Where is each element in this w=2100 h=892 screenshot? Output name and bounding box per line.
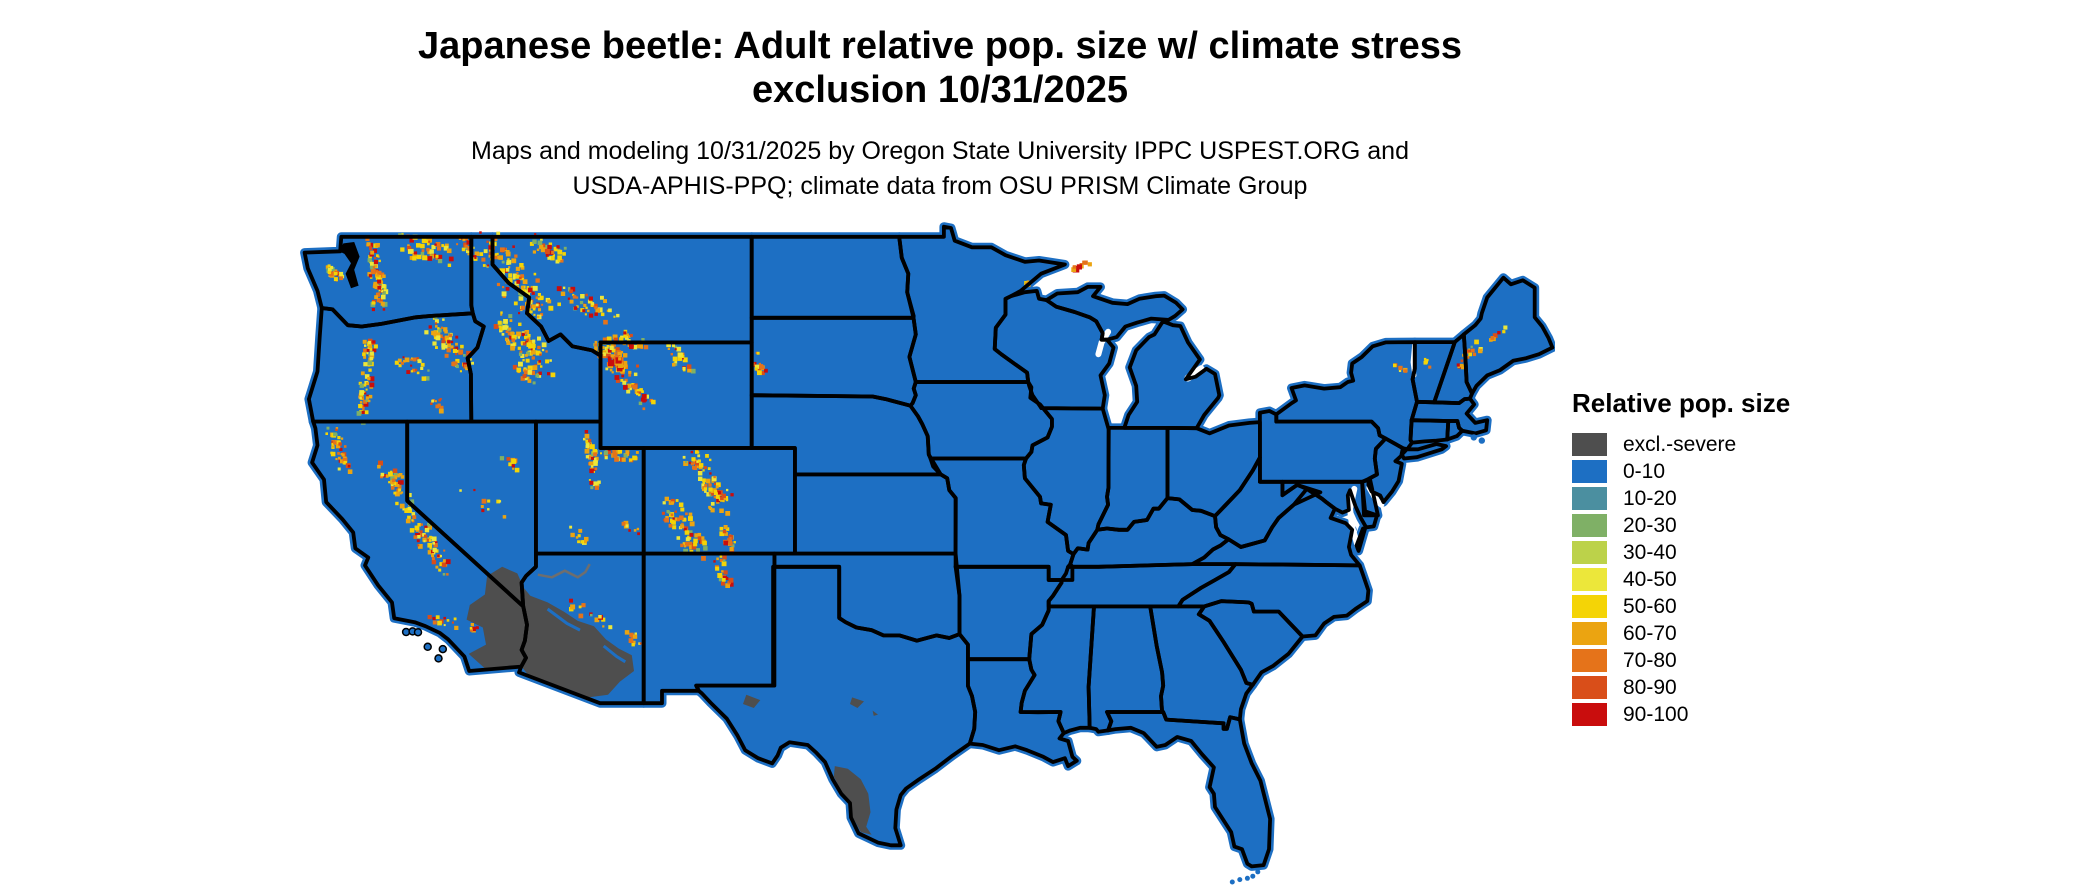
legend-label: 90-100 — [1623, 702, 1689, 726]
legend-label: 0-10 — [1623, 459, 1666, 483]
raster-layer — [466, 563, 878, 835]
map-subtitle-line2: USDA-APHIS-PPQ; climate data from OSU PR… — [572, 172, 1308, 200]
legend-swatch — [1572, 460, 1607, 483]
legend-entry: excl.-severe — [1572, 431, 1872, 458]
legend-swatch — [1572, 595, 1607, 618]
excluded-region-west-texas-big-bend — [743, 694, 761, 708]
legend-label: 20-30 — [1623, 513, 1677, 537]
islands — [401, 434, 1486, 885]
map-title-line2: exclusion 10/31/2025 — [751, 69, 1129, 111]
legend-label: 80-90 — [1623, 675, 1677, 699]
legend-entry: 40-50 — [1572, 566, 1872, 593]
florida-keys — [1244, 875, 1250, 881]
map-subtitle: Maps and modeling 10/31/2025 by Oregon S… — [250, 134, 1630, 204]
legend-entry: 20-30 — [1572, 512, 1872, 539]
legend-entry: 30-40 — [1572, 539, 1872, 566]
florida-keys — [1255, 869, 1261, 875]
state-borders — [302, 224, 1555, 869]
florida-keys — [1229, 879, 1235, 885]
legend-swatch — [1572, 433, 1607, 456]
channel-islands — [413, 627, 423, 637]
legend-swatch — [1572, 676, 1607, 699]
mountain-speckles — [325, 231, 1508, 647]
grand-canyon — [537, 563, 591, 579]
legend-swatch — [1572, 541, 1607, 564]
legend-swatch — [1572, 622, 1607, 645]
legend-entry: 60-70 — [1572, 620, 1872, 647]
legend-swatch — [1572, 487, 1607, 510]
map-title: Japanese beetle: Adult relative pop. siz… — [250, 24, 1630, 112]
legend-rows: excl.-severe 0-10 10-20 20-30 30-40 40-50 50-6… — [1572, 431, 1872, 728]
excluded-region-south-texas-rio-grande — [833, 766, 872, 835]
legend-label: excl.-severe — [1623, 432, 1737, 456]
channel-islands — [438, 644, 448, 654]
marthas-vineyard-nantucket — [1478, 437, 1486, 444]
legend-entry: 10-20 — [1572, 485, 1872, 512]
state-south-dakota — [751, 317, 917, 407]
excluded-region-texas-small-spot — [872, 710, 878, 716]
legend: Relative pop. size excl.-severe 0-10 10-20… — [1572, 388, 1872, 728]
excluded-region-texas-hill-country — [850, 697, 864, 708]
state-kansas — [794, 473, 957, 555]
channel-islands — [434, 654, 443, 663]
legend-entry: 70-80 — [1572, 647, 1872, 674]
legend-label: 40-50 — [1623, 567, 1677, 591]
legend-label: 30-40 — [1623, 540, 1677, 564]
map-title-line1: Japanese beetle: Adult relative pop. siz… — [418, 25, 1462, 67]
legend-swatch — [1572, 568, 1607, 591]
legend-entry: 80-90 — [1572, 674, 1872, 701]
legend-swatch — [1572, 649, 1607, 672]
state-fills — [303, 226, 1554, 867]
state-north-dakota — [751, 236, 915, 319]
marthas-vineyard-nantucket — [1470, 434, 1478, 441]
map-subtitle-line1: Maps and modeling 10/31/2025 by Oregon S… — [471, 137, 1409, 165]
us-map-svg — [300, 222, 1557, 885]
legend-entry: 90-100 — [1572, 701, 1872, 728]
florida-keys — [1237, 877, 1243, 883]
legend-entry: 50-60 — [1572, 593, 1872, 620]
green-bay — [1095, 328, 1112, 358]
florida-keys — [1250, 873, 1256, 879]
legend-swatch — [1572, 514, 1607, 537]
us-conus-map — [297, 213, 1557, 887]
legend-label: 50-60 — [1623, 594, 1677, 618]
puget-sound — [339, 242, 360, 289]
channel-islands — [423, 642, 432, 652]
legend-label: 70-80 — [1623, 648, 1677, 672]
legend-title: Relative pop. size — [1572, 388, 1791, 418]
legend-swatch — [1572, 703, 1607, 726]
excluded-region-sonoran-mojave-desert — [466, 566, 634, 698]
legend-label: 10-20 — [1623, 486, 1677, 510]
legend-label: 60-70 — [1623, 621, 1677, 645]
figure-header: Japanese beetle: Adult relative pop. siz… — [250, 24, 1630, 204]
state-new-mexico — [643, 553, 775, 704]
legend-entry: 0-10 — [1572, 458, 1872, 485]
